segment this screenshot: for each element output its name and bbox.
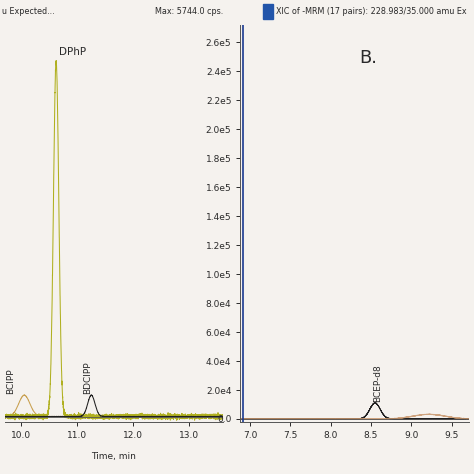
Text: u Expected...: u Expected... [2,7,55,16]
Text: B.: B. [359,49,377,67]
Text: DPhP: DPhP [60,47,87,57]
Text: Time, min: Time, min [91,452,136,461]
Text: Max: 5744.0 cps.: Max: 5744.0 cps. [155,7,224,16]
Text: XIC of -MRM (17 pairs): 228.983/35.000 amu Ex: XIC of -MRM (17 pairs): 228.983/35.000 a… [276,7,466,16]
Text: BCIPP: BCIPP [6,369,15,394]
Bar [263,4,273,18]
Text: BCEP-d8: BCEP-d8 [373,364,382,401]
Text: BDCIPP: BDCIPP [83,362,92,394]
